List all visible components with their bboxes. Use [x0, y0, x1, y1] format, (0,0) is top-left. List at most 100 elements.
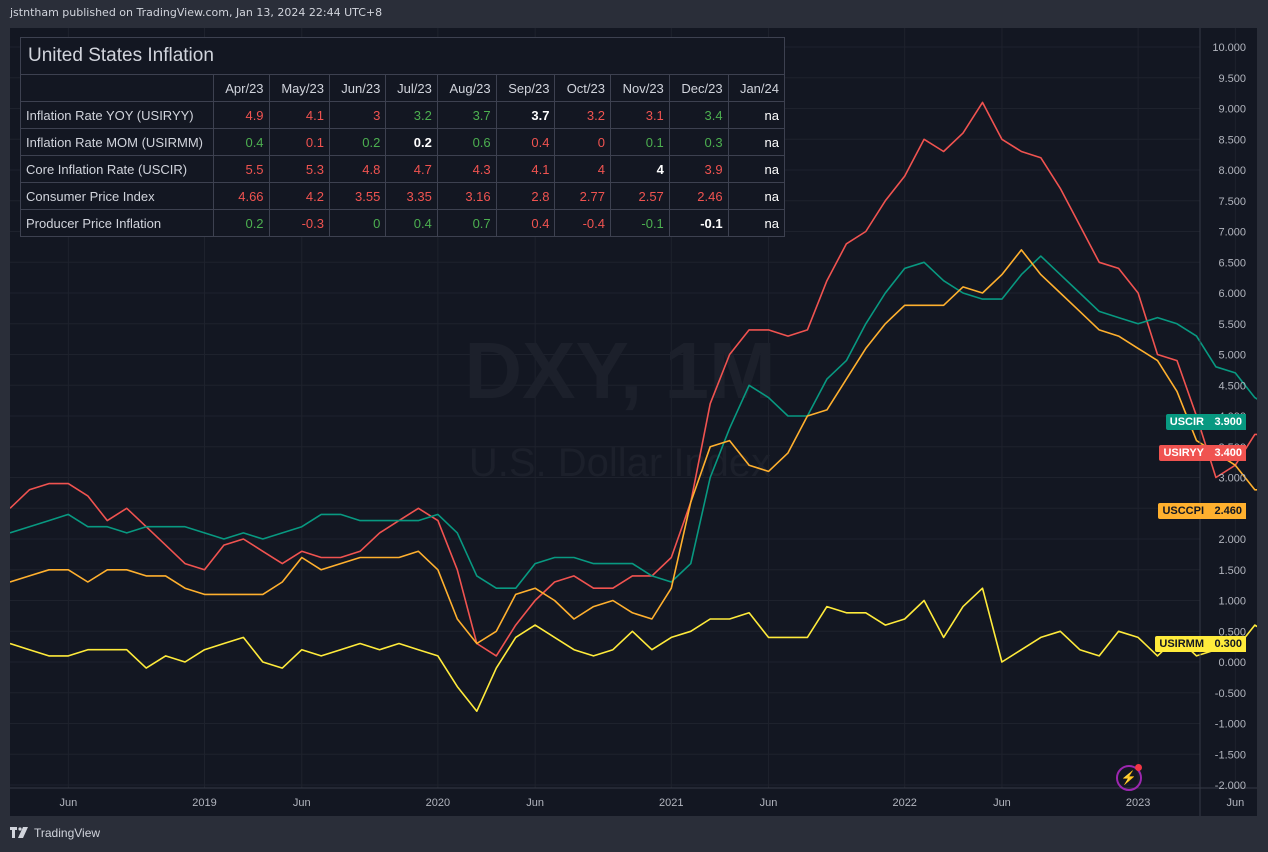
column-header: Sep/23: [495, 75, 556, 102]
table-cell: 4.1: [268, 101, 330, 129]
table-cell: na: [727, 101, 784, 129]
y-tick-label: 5.500: [1218, 319, 1246, 331]
table-cell: 0: [328, 209, 387, 236]
row-label: Consumer Price Index: [21, 182, 214, 210]
table-cell: -0.4: [554, 209, 611, 236]
last-value-tag-usiryy: USIRYY 3.400: [1159, 444, 1246, 461]
series-line-usiryy[interactable]: [10, 101, 1257, 657]
table-header-row: Apr/23 May/23 Jun/23 Jul/23 Aug/23 Sep/23 Oct/…: [21, 75, 784, 102]
x-tick-label: Jun: [1226, 797, 1244, 809]
table-cell: 3.1: [609, 101, 670, 129]
x-tick-label: 2021: [659, 797, 683, 809]
table-row: Inflation Rate YOY (USIRYY) 4.9 4.1 3 3.2 3.7…: [21, 101, 784, 129]
x-axis: Jun2019Jun2020Jun2021Jun2022Jun2023Jun20…: [10, 787, 1257, 809]
column-header: Nov/23: [609, 75, 670, 102]
table-row: Producer Price Inflation 0.2 -0.3 0 0.4 0.7 0.…: [21, 209, 784, 236]
row-label: Core Inflation Rate (USCIR): [21, 155, 214, 183]
y-tick-label: 9.500: [1218, 73, 1246, 85]
last-value-tag-usccpi: USCCPI 2.460: [1158, 502, 1246, 519]
table-cell: na: [727, 155, 784, 183]
series-name-label: USCCPI: [1158, 502, 1208, 519]
x-tick-label: Jun: [760, 797, 778, 809]
column-header: Dec/23: [668, 75, 729, 102]
table-cell: 3.2: [554, 101, 611, 129]
table-cell: 4.3: [436, 155, 497, 183]
table-cell: -0.1: [609, 209, 670, 236]
y-tick-label: 9.000: [1218, 104, 1246, 116]
table-row: Inflation Rate MOM (USIRMM) 0.4 0.1 0.2 0.2 0…: [21, 128, 784, 156]
table-cell: 0.4: [495, 209, 556, 236]
y-tick-label: -0.500: [1215, 688, 1246, 700]
table-cell: 3.55: [328, 182, 387, 210]
y-tick-label: 1.500: [1218, 565, 1246, 577]
column-header: Aug/23: [436, 75, 497, 102]
tradingview-logo-icon: [10, 827, 28, 838]
table-cell: 0.6: [436, 128, 497, 156]
table-cell: 2.8: [495, 182, 556, 210]
series-name-label: USCIR: [1165, 414, 1208, 431]
y-tick-label: 5.000: [1218, 350, 1246, 362]
footer-brand-label: TradingView: [34, 826, 101, 840]
series-last-value: 3.400: [1208, 444, 1246, 461]
series-name-label: USIRMM: [1155, 635, 1208, 652]
last-value-tag-usirmm: USIRMM 0.300: [1155, 635, 1246, 652]
table-cell: 0.2: [328, 128, 387, 156]
table-cell: 4.7: [385, 155, 438, 183]
table-cell: 0.4: [213, 128, 270, 156]
footer-brand[interactable]: TradingView: [10, 826, 100, 840]
row-label: Inflation Rate YOY (USIRYY): [21, 101, 214, 129]
y-tick-label: 1.000: [1218, 596, 1246, 608]
y-tick-label: 8.500: [1218, 134, 1246, 146]
lightning-icon[interactable]: ⚡: [1116, 764, 1142, 791]
table-cell: 4.1: [495, 155, 556, 183]
table-cell: 3.7: [436, 101, 497, 129]
table-title: United States Inflation: [21, 38, 784, 75]
table-cell: 3: [328, 101, 387, 129]
series-name-label: USIRYY: [1159, 444, 1208, 461]
table-corner: [21, 75, 214, 102]
series-line-usirmm[interactable]: [10, 587, 1257, 713]
table-cell: 5.3: [268, 155, 330, 183]
notification-dot: [1135, 764, 1142, 771]
y-tick-label: -1.500: [1215, 749, 1246, 761]
x-tick-label: Jun: [993, 797, 1011, 809]
table-cell: -0.1: [668, 209, 729, 236]
y-tick-label: 6.500: [1218, 257, 1246, 269]
table-cell: 4.2: [268, 182, 330, 210]
y-tick-label: 7.000: [1218, 227, 1246, 239]
table-body: Apr/23 May/23 Jun/23 Jul/23 Aug/23 Sep/23 Oct/…: [21, 75, 784, 236]
table-cell: 0.2: [385, 128, 438, 156]
y-tick-label: 0.500: [1218, 626, 1246, 638]
table-row: Core Inflation Rate (USCIR) 5.5 5.3 4.8 4.7 4…: [21, 155, 784, 183]
table-cell: 4.9: [213, 101, 270, 129]
table-cell: 4.66: [213, 182, 270, 210]
table-cell: 3.4: [668, 101, 729, 129]
table-cell: 2.46: [668, 182, 729, 210]
table-cell: na: [727, 182, 784, 210]
series-last-value: 0.300: [1208, 635, 1246, 652]
table-cell: 3.7: [495, 101, 556, 129]
table-cell: na: [727, 128, 784, 156]
table-cell: 0.3: [668, 128, 729, 156]
x-tick-label: 2020: [426, 797, 450, 809]
column-header: Jun/23: [328, 75, 387, 102]
x-tick-label: 2022: [892, 797, 916, 809]
watermark-symbol: DXY, 1M: [464, 326, 775, 415]
table-cell: 2.57: [609, 182, 670, 210]
column-header: May/23: [268, 75, 330, 102]
series-line-usccpi[interactable]: [10, 249, 1257, 645]
y-tick-label: 7.500: [1218, 196, 1246, 208]
watermark-name: U.S. Dollar Index: [469, 441, 771, 485]
column-header: Jul/23: [385, 75, 438, 102]
table-cell: 3.2: [385, 101, 438, 129]
row-label: Inflation Rate MOM (USIRMM): [21, 128, 214, 156]
x-tick-label: Jun: [293, 797, 311, 809]
table-cell: 0.2: [213, 209, 270, 236]
table-cell: -0.3: [268, 209, 330, 236]
table-cell: 2.77: [554, 182, 611, 210]
table-cell: 4.8: [328, 155, 387, 183]
table-cell: 0.4: [495, 128, 556, 156]
table-cell: 0: [554, 128, 611, 156]
series-last-value: 3.900: [1208, 414, 1246, 431]
series-line-uscir[interactable]: [10, 255, 1257, 590]
